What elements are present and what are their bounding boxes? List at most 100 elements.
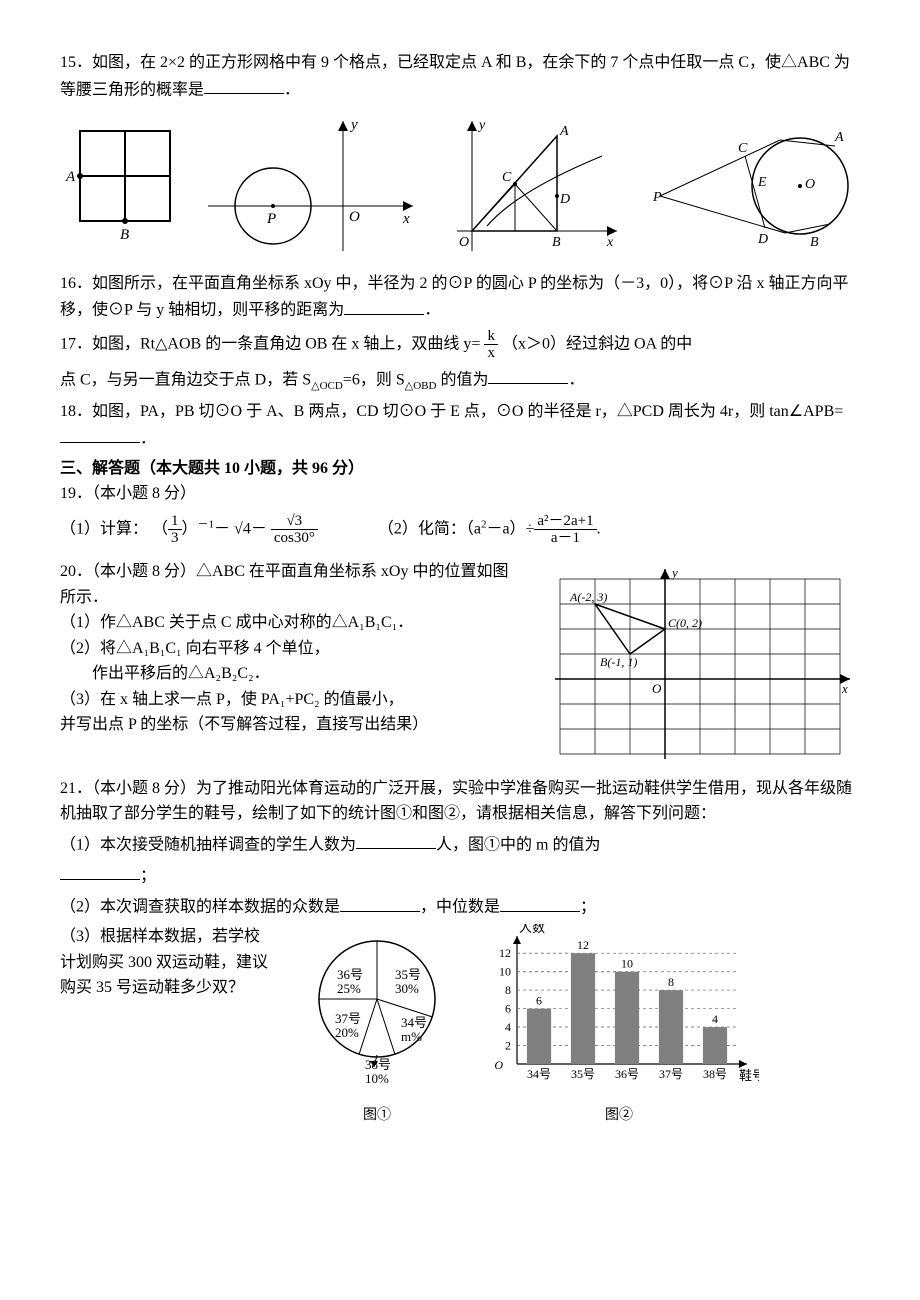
q15: 15．如图，在 2×2 的正方形网格中有 9 个格点，已经取定点 A 和 B，在…: [60, 50, 860, 103]
figure-row: A B P O x y O B x y A C D: [60, 111, 860, 261]
q19-part2: （2）化简：（a2－a）÷a²－2a+1a－1.: [378, 513, 601, 547]
q21-blank2: [60, 862, 140, 881]
bar-chart: 24681012O人数鞋号634号1235号1036号837号438号: [479, 924, 759, 1094]
fig-c-O: O: [459, 235, 469, 250]
svg-text:12: 12: [499, 946, 511, 960]
pie-chart: 35号 30% 34号 m% 38号 10% 37号 20% 36号 25%: [287, 924, 467, 1094]
q21-s1end: ；: [60, 862, 860, 889]
fig-d-E: E: [757, 175, 767, 190]
q15-blank: [204, 76, 284, 95]
fig-b-y: y: [349, 117, 358, 133]
svg-text:O: O: [494, 1058, 503, 1072]
q21-blank4: [500, 893, 580, 912]
q19-head: 19．（本小题 8 分）: [60, 481, 860, 507]
fig-d-C: C: [738, 141, 748, 156]
q17-mid: （x＞0）经过斜边 OA 的中: [502, 335, 692, 352]
svg-text:B(-1, 1): B(-1, 1): [600, 655, 637, 669]
fig-c-y: y: [477, 118, 486, 133]
q16: 16．如图所示，在平面直角坐标系 xOy 中，半径为 2 的⊙P 的圆心 P 的…: [60, 271, 860, 324]
svg-text:x: x: [841, 681, 848, 696]
q21-blank1: [356, 831, 436, 850]
svg-text:10: 10: [499, 965, 511, 979]
svg-text:37号: 37号: [335, 1011, 361, 1026]
q16-blank: [344, 296, 424, 315]
fig-d-B: B: [810, 235, 819, 250]
q21-s1: （1）本次接受随机抽样调查的学生人数为人，图①中的 m 的值为: [60, 831, 860, 858]
svg-text:8: 8: [505, 983, 511, 997]
svg-text:34号: 34号: [527, 1067, 551, 1081]
q18-blank: [60, 425, 140, 444]
fig-b-x: x: [402, 211, 410, 227]
label-A: A: [65, 169, 76, 185]
q21-s3: （3）根据样本数据，若学校计划购买 300 双运动鞋，建议购买 35 号运动鞋多…: [60, 924, 275, 1127]
q17-line2: 点 C，与另一直角边交于点 D，若 S△OCD=6，则 S△OBD 的值为．: [60, 366, 860, 395]
bar-chart-block: 24681012O人数鞋号634号1235号1036号837号438号 图②: [479, 924, 759, 1127]
svg-text:m%: m%: [401, 1029, 422, 1044]
q20: 20．（本小题 8 分）△ABC 在平面直角坐标系 xOy 中的位置如图所示． …: [60, 559, 860, 768]
svg-text:6: 6: [536, 994, 542, 1008]
q19-body: （1）计算： （13）－1－ √4－ √3cos30° （2）化简：（a2－a）…: [60, 513, 860, 547]
fig-circle-axis: P O x y: [203, 111, 423, 261]
svg-text:y: y: [670, 565, 678, 580]
fig-d-O: O: [805, 177, 815, 192]
fig-d-D: D: [757, 232, 768, 247]
fig-grid: A B: [60, 121, 180, 251]
svg-text:36号: 36号: [615, 1067, 639, 1081]
svg-text:A(-2, 3): A(-2, 3): [569, 590, 607, 604]
fig-c-A: A: [559, 124, 569, 139]
svg-text:O: O: [652, 681, 662, 696]
fig-d-A: A: [834, 130, 844, 145]
svg-text:35号: 35号: [571, 1067, 595, 1081]
svg-text:2: 2: [505, 1039, 511, 1053]
q21-s2: （2）本次调查获取的样本数据的众数是，中位数是；: [60, 893, 860, 920]
svg-text:38号: 38号: [365, 1057, 391, 1072]
fig-c-C: C: [502, 170, 512, 185]
section3-title: 三、解答题（本大题共 10 小题，共 96 分）: [60, 456, 860, 482]
svg-text:6: 6: [505, 1002, 511, 1016]
q15-text: 15．如图，在 2×2 的正方形网格中有 9 个格点，已经取定点 A 和 B，在…: [60, 54, 850, 98]
svg-text:C(0, 2): C(0, 2): [668, 616, 702, 630]
q18: 18．如图，PA，PB 切⊙O 于 A、B 两点，CD 切⊙O 于 E 点，⊙O…: [60, 399, 860, 452]
svg-text:37号: 37号: [659, 1067, 683, 1081]
q21-bottom-row: （3）根据样本数据，若学校计划购买 300 双运动鞋，建议购买 35 号运动鞋多…: [60, 924, 860, 1127]
svg-text:35号: 35号: [395, 967, 421, 982]
svg-text:30%: 30%: [395, 981, 419, 996]
q20-head: 20．（本小题 8 分）△ABC 在平面直角坐标系 xOy 中的位置如图所示．: [60, 559, 522, 610]
svg-text:36号: 36号: [337, 967, 363, 982]
q20-grid: A(-2, 3) B(-1, 1) C(0, 2) O x y: [540, 559, 860, 768]
q20-s2b: 作出平移后的△A₂B₂C₂．: [60, 661, 522, 687]
q17-frac: k x: [484, 328, 498, 362]
q17-pre: 17．如图，Rt△AOB 的一条直角边 OB 在 x 轴上，双曲线 y=: [60, 335, 480, 352]
q19-part1: （1）计算： （13）－1－ √4－ √3cos30°: [60, 513, 318, 547]
fig-tangent-circle: P C A E O D B: [650, 116, 860, 256]
pie-caption: 图①: [287, 1105, 467, 1127]
fig-b-P: P: [266, 211, 276, 227]
label-B: B: [120, 227, 129, 243]
bar-caption: 图②: [479, 1105, 759, 1127]
svg-text:人数: 人数: [519, 924, 545, 935]
fig-d-P: P: [652, 190, 662, 205]
svg-text:10%: 10%: [365, 1071, 389, 1086]
svg-text:38号: 38号: [703, 1067, 727, 1081]
svg-text:12: 12: [577, 938, 589, 952]
q17-blank: [488, 366, 568, 385]
pie-chart-block: 35号 30% 34号 m% 38号 10% 37号 20% 36号 25% 图…: [287, 924, 467, 1127]
fig-b-O: O: [349, 209, 360, 225]
q18-text: 18．如图，PA，PB 切⊙O 于 A、B 两点，CD 切⊙O 于 E 点，⊙O…: [60, 403, 843, 420]
svg-text:鞋号: 鞋号: [739, 1068, 759, 1083]
q20-s1: （1）作△ABC 关于点 C 成中心对称的△A₁B₁C₁．: [60, 610, 522, 636]
fig-triangle-hyperbola: O B x y A C D: [447, 111, 627, 261]
fig-c-D: D: [559, 192, 570, 207]
svg-text:10: 10: [621, 957, 633, 971]
q20-s3: （3）在 x 轴上求一点 P，使 PA₁+PC₂ 的值最小，: [60, 687, 522, 713]
q21-blank3: [340, 893, 420, 912]
fig-c-x: x: [606, 235, 614, 250]
fig-c-B: B: [552, 235, 561, 250]
q20-text: 20．（本小题 8 分）△ABC 在平面直角坐标系 xOy 中的位置如图所示． …: [60, 559, 522, 738]
q17: 17．如图，Rt△AOB 的一条直角边 OB 在 x 轴上，双曲线 y= k x…: [60, 328, 860, 362]
svg-text:4: 4: [712, 1012, 718, 1026]
q20-s2: （2）将△A₁B₁C₁ 向右平移 4 个单位，: [60, 636, 522, 662]
svg-text:34号: 34号: [401, 1015, 427, 1030]
svg-text:20%: 20%: [335, 1025, 359, 1040]
svg-text:25%: 25%: [337, 981, 361, 996]
